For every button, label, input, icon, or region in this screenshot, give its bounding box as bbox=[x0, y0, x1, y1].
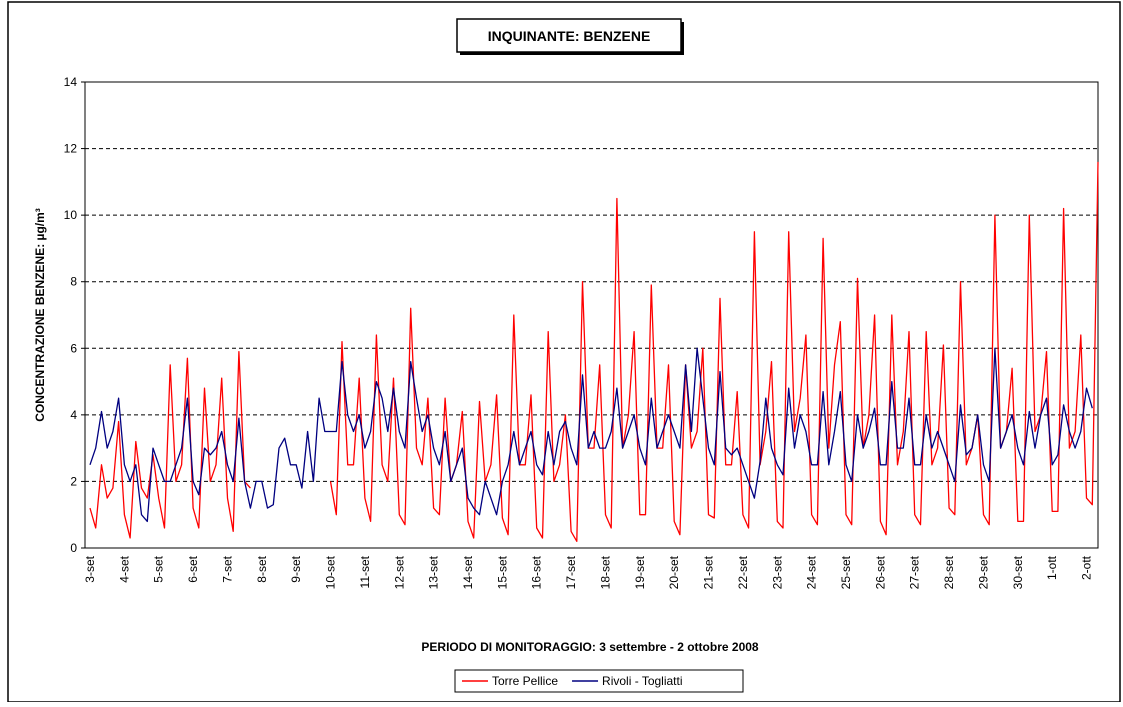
x-tick-label: 12-set bbox=[392, 555, 406, 589]
x-tick-label: 18-set bbox=[598, 555, 612, 589]
x-tick-label: 1-ott bbox=[1045, 555, 1059, 580]
series-line bbox=[329, 161, 1099, 542]
x-tick-label: 26-set bbox=[873, 555, 887, 589]
x-tick-label: 29-set bbox=[976, 555, 990, 589]
y-tick-label: 12 bbox=[64, 142, 78, 156]
x-tick-label: 8-set bbox=[255, 555, 269, 582]
x-tick-label: 30-set bbox=[1011, 555, 1025, 589]
legend-label: Torre Pellice bbox=[492, 674, 558, 688]
x-tick-label: 23-set bbox=[770, 555, 784, 589]
x-tick-label: 24-set bbox=[805, 555, 819, 589]
y-tick-label: 10 bbox=[64, 208, 78, 222]
series-line bbox=[89, 350, 251, 539]
legend-box bbox=[454, 669, 744, 693]
y-tick-label: 6 bbox=[70, 341, 77, 355]
legend-label: Rivoli - Togliatti bbox=[602, 674, 682, 688]
x-tick-label: 20-set bbox=[667, 555, 681, 589]
x-tick-label: 25-set bbox=[839, 555, 853, 589]
y-tick-label: 14 bbox=[64, 75, 78, 89]
x-tick-label: 16-set bbox=[530, 555, 544, 589]
x-tick-label: 13-set bbox=[427, 555, 441, 589]
x-tick-label: 19-set bbox=[633, 555, 647, 589]
x-tick-label: 6-set bbox=[186, 555, 200, 582]
x-tick-label: 27-set bbox=[908, 555, 922, 589]
chart-frame bbox=[7, 1, 1121, 703]
x-tick-label: 10-set bbox=[324, 555, 338, 589]
title-box bbox=[456, 18, 682, 53]
x-tick-label: 2-ott bbox=[1080, 555, 1094, 580]
y-tick-label: 8 bbox=[70, 275, 77, 289]
x-axis-label: PERIODO DI MONITORAGGIO: 3 settembre - 2… bbox=[421, 640, 759, 654]
x-tick-label: 17-set bbox=[564, 555, 578, 589]
y-tick-label: 4 bbox=[70, 408, 77, 422]
chart-title: INQUINANTE: BENZENE bbox=[488, 28, 651, 44]
x-tick-label: 7-set bbox=[220, 555, 234, 582]
x-tick-label: 5-set bbox=[152, 555, 166, 582]
x-tick-label: 15-set bbox=[495, 555, 509, 589]
x-tick-label: 21-set bbox=[702, 555, 716, 589]
x-tick-label: 28-set bbox=[942, 555, 956, 589]
y-tick-label: 0 bbox=[70, 541, 77, 555]
x-tick-label: 22-set bbox=[736, 555, 750, 589]
x-tick-label: 9-set bbox=[289, 555, 303, 582]
x-tick-label: 14-set bbox=[461, 555, 475, 589]
x-tick-label: 3-set bbox=[83, 555, 97, 582]
series-line bbox=[89, 347, 1093, 523]
y-axis-label: CONCENTRAZIONE BENZENE: µg/m³ bbox=[33, 208, 47, 422]
x-tick-label: 11-set bbox=[358, 555, 372, 588]
y-tick-label: 2 bbox=[70, 474, 77, 488]
plot-area bbox=[84, 81, 1099, 549]
x-tick-label: 4-set bbox=[117, 555, 131, 582]
